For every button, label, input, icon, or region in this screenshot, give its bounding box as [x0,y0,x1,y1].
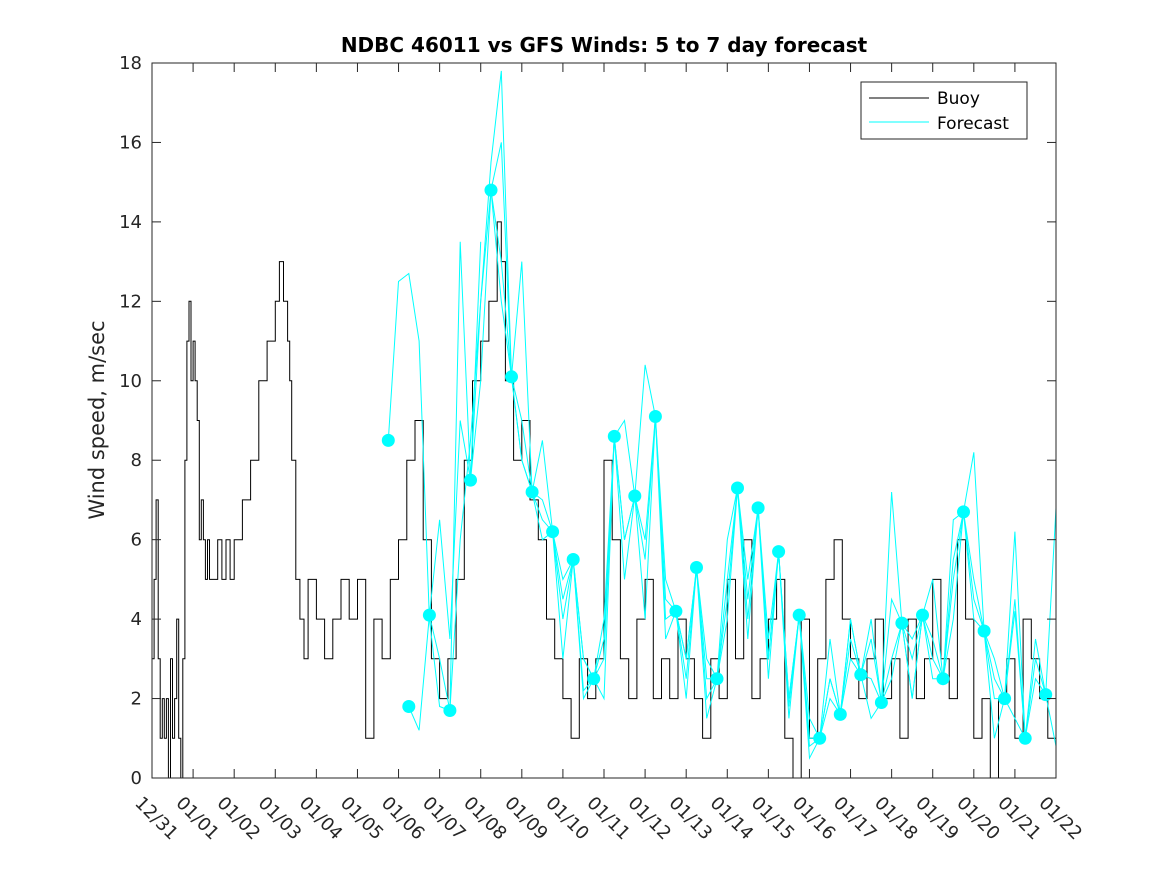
y-tick-label: 14 [119,212,142,233]
forecast-point [936,672,950,686]
forecast-point [587,672,601,686]
x-tick-label: 01/11 [582,793,634,845]
y-tick-label: 18 [119,53,142,74]
x-tick-label: 01/09 [500,793,552,845]
forecast-point [957,505,970,519]
x-tick-label: 12/31 [130,793,182,845]
y-tick-label: 4 [131,609,142,630]
forecast-point [690,561,703,574]
legend-box [860,81,1028,140]
x-tick-label: 01/07 [418,793,470,845]
forecast-run-line [408,241,482,731]
buoy-series-layer [152,221,1057,779]
forecast-point [874,696,888,709]
forecast-point [546,525,560,539]
forecast-point [751,501,765,515]
y-tick-label: 2 [131,689,142,710]
forecast-run-line [387,272,451,711]
y-tick-label: 0 [131,768,142,789]
forecast-point [381,433,395,447]
forecast-point [1018,731,1032,745]
legend-buoy-label: Buoy [937,89,980,109]
y-tick-label: 16 [119,132,142,153]
x-tick-label: 01/16 [788,793,840,845]
forecast-run-line [1004,611,1057,747]
forecast-point [628,489,642,503]
y-axis-label: Wind speed, m/sec [85,320,109,519]
forecast-point [710,672,724,686]
forecast-point [916,608,929,622]
x-tick-label: 01/20 [952,793,1004,845]
x-tick-label: 01/03 [254,793,306,845]
forecast-point [402,700,416,713]
forecast-point [669,604,683,618]
plot-background [152,63,1056,778]
forecast-point [792,608,806,622]
x-tick-label: 01/17 [829,793,881,845]
x-tick-label: 01/06 [377,793,429,845]
forecast-point [443,704,457,717]
forecast-point [813,731,827,745]
forecast-point [607,429,621,443]
x-tick-label: 01/08 [459,793,511,845]
forecast-point [833,707,847,721]
y-tick-label: 10 [119,371,142,392]
x-tick-label: 01/15 [747,793,799,845]
forecast-point [998,692,1012,706]
legend: Buoy Forecast [860,81,1028,140]
x-tick-label: 01/04 [295,793,347,845]
chart-title: NDBC 46011 vs GFS Winds: 5 to 7 day fore… [341,33,868,57]
forecast-run-line [428,142,512,711]
buoy-series-line [152,221,1057,779]
forecast-point [1039,688,1053,702]
forecast-point [977,624,991,638]
x-tick-label: 01/12 [624,793,676,845]
forecast-point [422,608,436,622]
y-tick-label: 8 [131,450,142,471]
x-tick-label: 01/10 [541,793,593,845]
forecast-point [648,410,662,423]
y-tick-label: 12 [119,291,142,312]
forecast-point [525,485,539,499]
legend-forecast-label: Forecast [937,114,1009,134]
y-axis: 0 2 4 6 8 10 12 14 16 18 [119,53,1056,789]
forecast-point [566,553,580,566]
x-tick-label: 01/05 [336,793,388,845]
x-tick-label: 01/13 [665,793,717,845]
x-tick-label: 01/22 [1034,793,1086,845]
forecast-point [505,370,518,384]
forecast-markers-layer [381,183,1053,745]
x-tick-label: 01/19 [911,793,963,845]
x-tick-label: 01/02 [213,793,265,845]
x-tick-label: 01/14 [706,793,758,845]
x-tick-label: 01/01 [172,793,224,845]
y-tick-label: 6 [131,530,142,551]
forecast-point [464,473,477,487]
x-tick-label: 01/21 [993,793,1045,845]
forecast-point [895,616,909,630]
forecast-point [854,668,868,682]
forecast-point [731,481,744,495]
forecast-point [772,545,786,559]
x-tick-label: 01/18 [870,793,922,845]
forecast-point [484,183,498,197]
